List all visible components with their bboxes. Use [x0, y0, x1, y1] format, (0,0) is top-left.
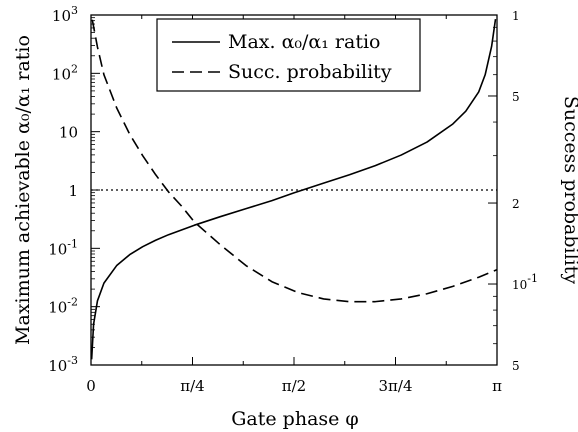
- left-tick-exponent: -1: [67, 237, 78, 250]
- left-tick-label: 10-3: [48, 354, 78, 375]
- left-tick-base: 1: [68, 182, 78, 200]
- x-tick-label: 3π/4: [379, 377, 413, 395]
- right-tick-exponent: -1: [527, 272, 538, 285]
- left-tick-exponent: -2: [67, 296, 78, 309]
- ticks-layer: 0 π/4 π/2 3π/4 π10310210110-110-210-315210-1…: [48, 4, 538, 395]
- series-layer: [90, 19, 498, 360]
- series-line-probability: [91, 19, 498, 303]
- left-tick-base: 10: [52, 7, 71, 25]
- left-tick-label: 10-2: [48, 296, 78, 317]
- legend-label-probability: Succ. probability: [228, 61, 392, 83]
- right-tick-label: 2: [512, 197, 520, 211]
- left-tick-base: 10: [48, 357, 67, 375]
- y-axis-label-right: Success probability: [560, 96, 578, 285]
- right-tick-base: 1: [512, 9, 520, 23]
- left-tick-label: 102: [52, 62, 78, 83]
- left-tick-base: 10: [52, 65, 71, 83]
- x-tick-label: π/4: [180, 377, 204, 395]
- legend-box: [156, 18, 421, 92]
- x-axis-label: Gate phase φ: [231, 408, 359, 430]
- left-tick-label: 10-1: [48, 237, 78, 258]
- series-line-ratio: [90, 19, 497, 360]
- right-tick-base: 5: [512, 359, 520, 373]
- right-tick-label: 5: [512, 90, 520, 104]
- left-tick-exponent: 2: [71, 62, 78, 75]
- left-tick-label: 10: [59, 124, 78, 142]
- left-tick-exponent: -3: [67, 354, 78, 367]
- left-tick-base: 10: [48, 299, 67, 317]
- left-tick-base: 10: [59, 124, 78, 142]
- right-tick-base: 5: [512, 90, 520, 104]
- right-tick-label: 1: [512, 9, 520, 23]
- x-tick-label: 0: [86, 377, 96, 395]
- right-tick-label: 10-1: [512, 272, 538, 292]
- left-tick-label: 1: [68, 182, 78, 200]
- x-tick-label: π: [492, 377, 502, 395]
- right-tick-base: 10: [512, 278, 527, 292]
- legend: Max. α₀/α₁ ratio Succ. probability: [156, 18, 421, 92]
- left-tick-label: 103: [52, 4, 78, 25]
- left-tick-base: 10: [48, 240, 67, 258]
- left-tick-exponent: 3: [71, 4, 78, 17]
- legend-label-ratio: Max. α₀/α₁ ratio: [228, 31, 380, 53]
- y-axis-label-left: Maximum achievable α₀/α₁ ratio: [12, 35, 34, 345]
- right-tick-label: 5: [512, 359, 520, 373]
- right-tick-base: 2: [512, 197, 520, 211]
- x-tick-label: π/2: [282, 377, 306, 395]
